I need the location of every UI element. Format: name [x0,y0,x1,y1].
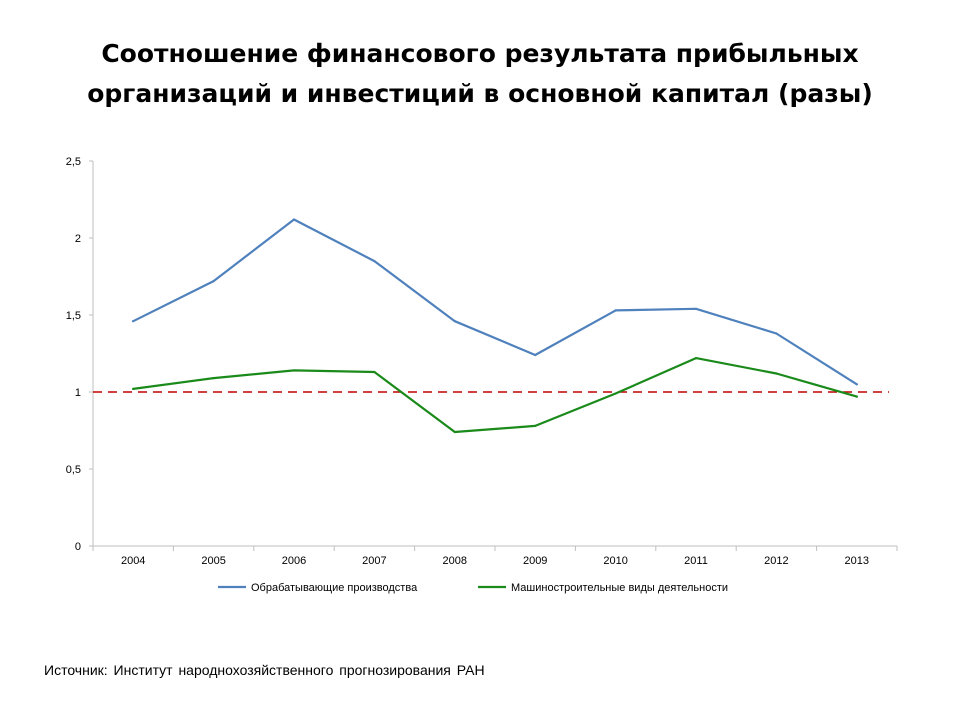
series-2-point [292,369,296,372]
series-1-point [212,280,215,283]
y-tick-label: 0 [75,541,81,553]
y-tick-label: 2 [75,233,81,245]
series-2-point [775,372,778,375]
series-1-point [694,307,698,310]
series-1-point [373,260,376,263]
legend-label-1: Обрабатывающие производства [251,582,418,594]
x-tick-label: 2012 [764,555,788,567]
x-tick-label: 2008 [443,555,467,567]
series-line-1 [132,218,858,386]
series-1-point [132,320,135,323]
series-1-point [292,218,296,221]
x-tick-label: 2013 [845,555,869,567]
x-tick-label: 2009 [523,555,547,567]
series-1-point [534,353,537,357]
series-2-point [132,387,135,391]
legend-label-2: Машиностроительные виды деятельности [511,582,728,594]
series-line-2 [132,357,858,434]
series-2-point [694,357,698,360]
series-1-point [453,320,456,323]
y-tick-label: 1,5 [66,310,81,322]
x-tick-label: 2011 [684,555,708,567]
line-chart: 0 0,5 1 1,5 2 2,5 2004 2005 2006 2007 2008 2009 2010… [66,156,898,594]
x-tick-label: 2004 [121,555,145,567]
slide-title: Соотношение финансового результата прибы… [0,34,960,114]
y-tick-label: 1 [75,387,81,399]
title-line-1: Соотношение финансового результата прибы… [101,39,859,68]
series-2-point [614,392,617,395]
series-2-point [534,424,537,427]
x-tick-label: 2010 [603,555,627,567]
y-tick-label: 0,5 [66,464,81,476]
series-2-point [855,395,858,398]
source-note: Источник: Институт народнохозяйственного… [44,662,485,678]
series-1-point [614,309,617,312]
x-tick-label: 2007 [362,555,386,567]
series-1-point [775,332,778,335]
chart-legend: Обрабатывающие производства Машиностроите… [218,582,728,594]
x-tick-label: 2006 [282,555,306,567]
title-line-2: организаций и инвестиций в основной капи… [87,79,873,108]
series-2-point [373,370,376,374]
series-1-point [855,383,858,386]
y-tick-label: 2,5 [66,156,81,168]
series-2-point [453,430,456,434]
series-2-point [212,377,215,380]
series-lines [132,218,858,434]
x-tick-label: 2005 [201,555,225,567]
chart-axes: 0 0,5 1 1,5 2 2,5 2004 2005 2006 2007 2008 2009 2010… [66,156,898,567]
